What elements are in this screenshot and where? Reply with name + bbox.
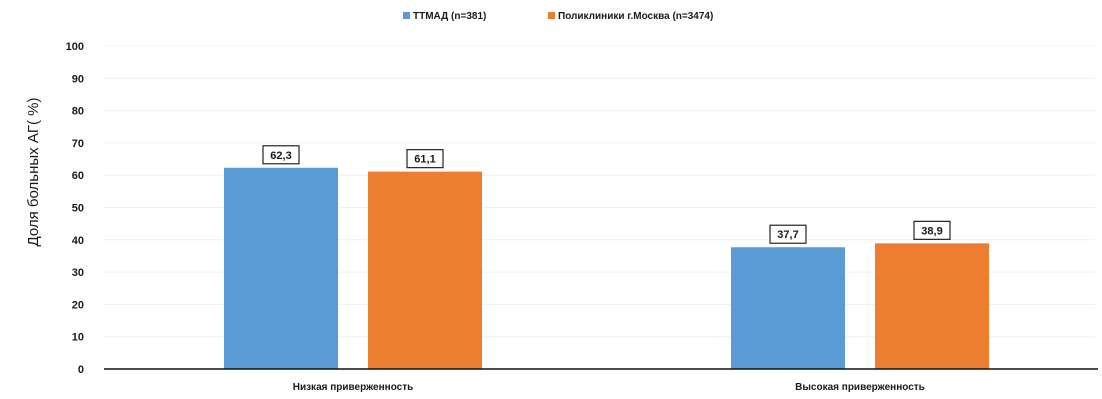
bar bbox=[224, 168, 338, 369]
y-tick-label: 70 bbox=[72, 138, 84, 150]
data-label-text: 61,1 bbox=[414, 154, 435, 166]
data-label: 37,7 bbox=[770, 225, 806, 243]
legend-item: ТТМАД (n=381) bbox=[403, 11, 486, 22]
y-tick-label: 90 bbox=[72, 73, 84, 85]
data-label-text: 37,7 bbox=[777, 229, 798, 241]
data-label: 61,1 bbox=[407, 150, 443, 168]
bar bbox=[875, 243, 989, 369]
legend: ТТМАД (n=381) Поликлиники г.Москва (n=347… bbox=[403, 11, 713, 22]
data-label: 38,9 bbox=[914, 221, 950, 239]
y-tick-label: 40 bbox=[72, 235, 84, 247]
data-label-text: 38,9 bbox=[921, 225, 942, 237]
data-label: 62,3 bbox=[263, 146, 299, 164]
legend-label: ТТМАД (n=381) bbox=[413, 11, 486, 22]
y-tick-label: 10 bbox=[72, 332, 84, 344]
y-tick-label: 60 bbox=[72, 170, 84, 182]
value-labels: 62,3 61,1 37,7 38,9 bbox=[263, 146, 950, 243]
y-tick-label: 50 bbox=[72, 203, 84, 215]
y-tick-label: 100 bbox=[66, 41, 84, 53]
y-tick-label: 80 bbox=[72, 106, 84, 118]
y-axis-label: Доля больных АГ( %) bbox=[25, 98, 42, 247]
y-tick-label: 30 bbox=[72, 267, 84, 279]
bars bbox=[224, 168, 989, 369]
category-labels: Низкая приверженность Высокая приверженно… bbox=[293, 382, 925, 393]
legend-swatch bbox=[403, 12, 410, 19]
category-label: Низкая приверженность bbox=[293, 382, 414, 393]
y-tick-label: 0 bbox=[78, 364, 84, 376]
legend-swatch bbox=[548, 12, 555, 19]
y-tick-label: 20 bbox=[72, 299, 84, 311]
bar bbox=[731, 247, 845, 369]
category-label: Высокая приверженность bbox=[795, 382, 925, 393]
data-label-text: 62,3 bbox=[270, 150, 291, 162]
bar bbox=[368, 172, 482, 369]
legend-item: Поликлиники г.Москва (n=3474) bbox=[548, 11, 713, 22]
legend-label: Поликлиники г.Москва (n=3474) bbox=[558, 11, 713, 22]
